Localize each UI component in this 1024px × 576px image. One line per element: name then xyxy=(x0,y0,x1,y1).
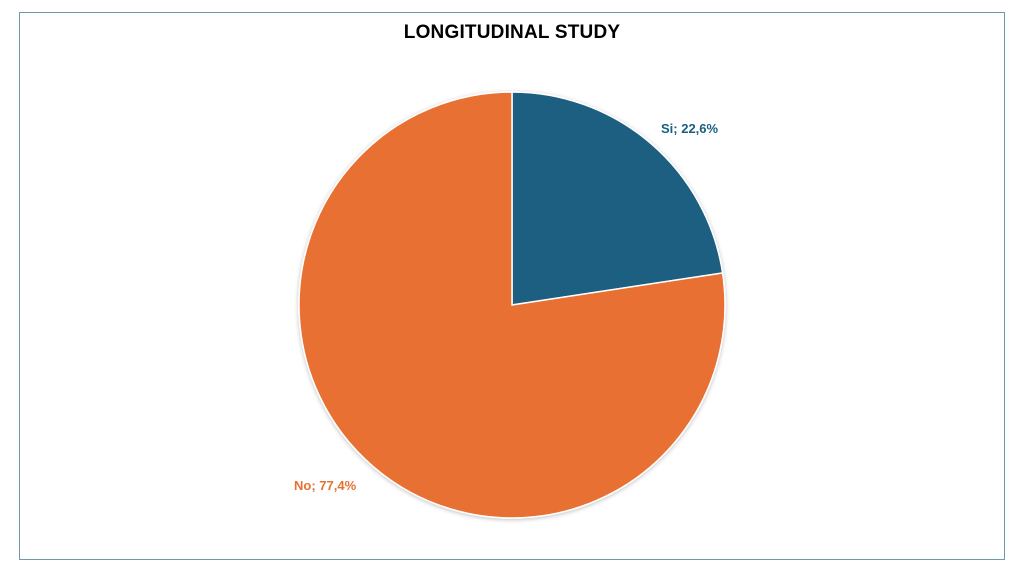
data-label-no: No; 77,4% xyxy=(294,478,357,493)
pie-slice-no xyxy=(298,91,726,519)
chart-title: LONGITUDINAL STUDY xyxy=(403,22,621,43)
pie-slice-si xyxy=(511,91,724,306)
data-label-si: Si; 22,6% xyxy=(661,121,719,136)
